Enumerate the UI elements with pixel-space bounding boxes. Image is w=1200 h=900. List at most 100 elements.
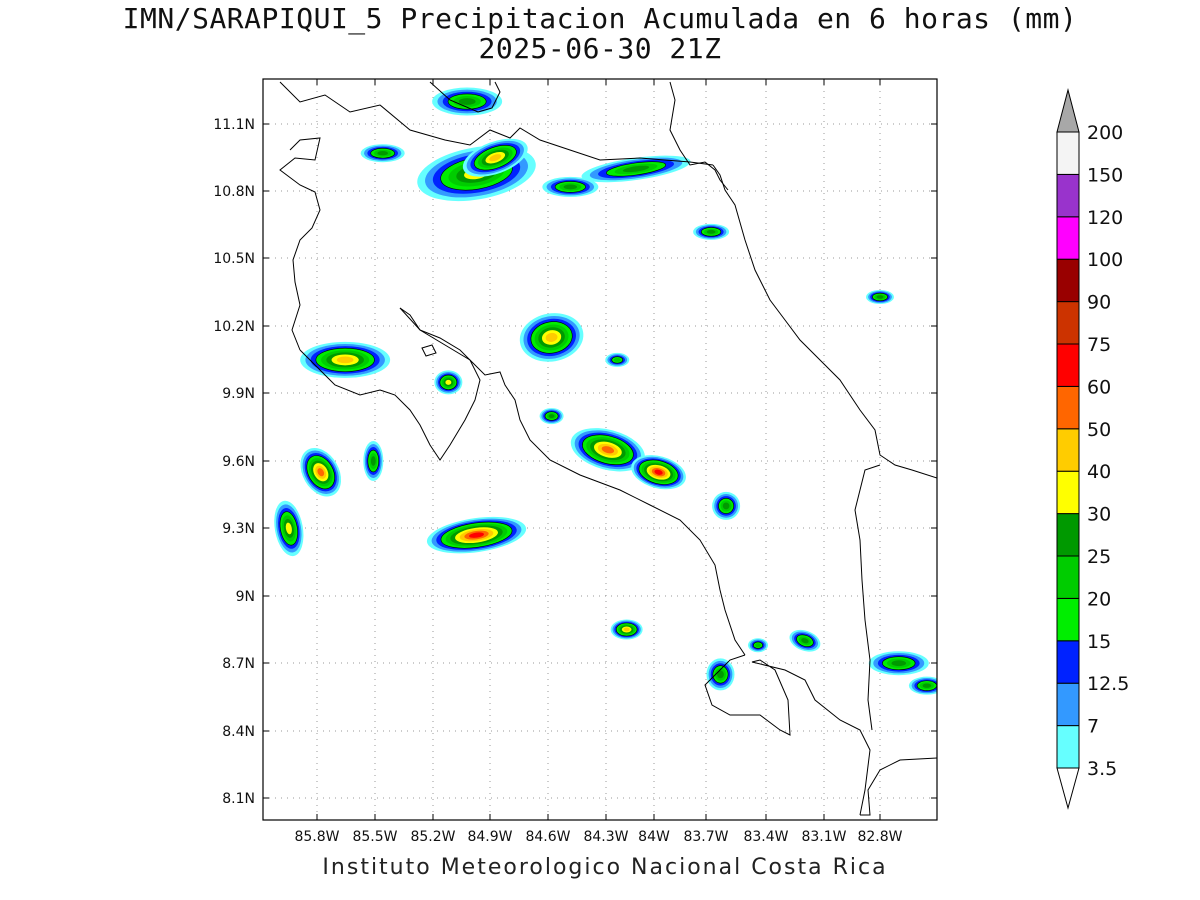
colorbar-level-label: 120	[1087, 207, 1123, 229]
lat-tick-label: 10.8N	[213, 184, 255, 200]
precip-cell	[868, 651, 929, 676]
lat-tick-label: 11.1N	[213, 117, 255, 133]
nicaragua-lake-shore	[279, 81, 714, 166]
plot-frame	[262, 78, 938, 821]
lon-tick-label: 84.3W	[583, 829, 628, 845]
colorbar-band	[1056, 258, 1080, 303]
lat-tick-label: 9.3N	[222, 521, 255, 537]
precip-contour	[755, 643, 761, 648]
colorbar-band	[1056, 682, 1080, 727]
lon-tick-label: 85.5W	[352, 829, 397, 845]
precip-cell	[462, 138, 528, 177]
precip-cell	[570, 428, 645, 472]
colorbar-level-label: 50	[1087, 419, 1111, 441]
precip-cell	[631, 455, 686, 490]
precip-contour	[445, 379, 452, 385]
colorbar-band	[1056, 173, 1080, 218]
lat-tick-label: 10.2N	[213, 319, 255, 335]
precip-contour	[285, 522, 292, 535]
precip-contour	[458, 98, 476, 105]
precipitation-field	[274, 87, 937, 695]
colorbar-level-label: 7	[1087, 716, 1099, 738]
precip-contour	[545, 332, 558, 342]
colorbar-level-label: 90	[1087, 292, 1111, 314]
precip-contour	[601, 446, 615, 454]
precip-contour	[876, 295, 884, 299]
precip-cell	[539, 408, 564, 425]
lon-tick-label: 83.4W	[743, 829, 788, 845]
nicoya-peninsula-coast	[299, 307, 481, 461]
lon-tick-label: 84.9W	[467, 829, 512, 845]
precip-cell	[519, 313, 584, 362]
panama-pacific-coast	[860, 757, 937, 816]
precip-cell	[748, 638, 769, 653]
lon-tick-label: 83.7W	[683, 829, 728, 845]
colorbar-level-label: 15	[1087, 631, 1111, 653]
lat-tick-label: 8.4N	[222, 724, 255, 740]
precip-cell	[360, 144, 405, 163]
precip-contour	[717, 670, 724, 679]
precip-contour	[706, 229, 716, 234]
precip-cell	[300, 341, 391, 378]
precip-contour	[377, 151, 389, 156]
nicaragua-pacific-coast	[279, 137, 321, 351]
precip-cell	[706, 658, 735, 691]
precip-cell	[712, 491, 741, 520]
lon-tick-label: 84W	[638, 829, 670, 845]
colorbar-band	[1056, 216, 1080, 260]
precip-cell	[434, 370, 463, 395]
gulf-of-nicoya-coast	[399, 307, 746, 656]
precip-contour	[622, 165, 650, 173]
lat-tick-label: 8.7N	[222, 656, 255, 672]
colorbar-level-label: 60	[1087, 376, 1111, 398]
lat-tick-label: 8.1N	[222, 791, 255, 807]
axis-ticks	[263, 79, 937, 820]
colorbar-level-label: 150	[1087, 164, 1123, 186]
colorbar-band	[1056, 301, 1080, 345]
precip-contour	[370, 456, 376, 466]
colorbar-level-label: 40	[1087, 461, 1111, 483]
lat-tick-label: 10.5N	[213, 251, 255, 267]
precip-contour	[489, 154, 502, 162]
precip-cell	[300, 447, 342, 497]
precip-cell	[789, 629, 821, 652]
precip-cell	[605, 352, 630, 367]
lon-tick-label: 83.1W	[801, 829, 846, 845]
coastline-borders	[279, 81, 937, 816]
longitude-labels: 85.8W 85.5W 85.2W 84.9W 84.6W 84.3W 84W 83.7W 83…	[294, 829, 902, 845]
colorbar-band	[1056, 597, 1080, 642]
latitude-labels: 11.1N 10.8N 10.5N 10.2N 9.9N 9.6N 9.3N 9N 8.7N 8.…	[213, 117, 255, 807]
colorbar-band	[1056, 513, 1080, 557]
colorbar-band	[1056, 555, 1080, 599]
precip-contour	[891, 660, 907, 667]
lon-tick-label: 82.8W	[857, 829, 902, 845]
colorbar-band	[1056, 131, 1080, 175]
precip-contour	[922, 683, 932, 688]
lat-tick-label: 9.6N	[222, 454, 255, 470]
osa-peninsula-coast	[704, 654, 871, 816]
precipitation-colorbar: 3.5 7 12.5 15 20 25 30 40 50 60 75 90 100 120 150 200	[1056, 88, 1129, 810]
map-subtitle-datetime: 2025-06-30 21Z	[478, 32, 722, 65]
precip-contour	[654, 469, 663, 475]
precip-cell	[581, 155, 691, 183]
lon-tick-label: 85.2W	[410, 829, 455, 845]
colorbar-band	[1056, 470, 1080, 515]
map-title: IMN/SARAPIQUI_5 Precipitacion Acumulada …	[122, 2, 1078, 35]
lon-tick-label: 85.8W	[294, 829, 339, 845]
precip-cell	[426, 516, 527, 554]
precip-cell	[274, 500, 304, 557]
colorbar-level-label: 3.5	[1087, 758, 1117, 780]
colorbar-band	[1056, 343, 1080, 387]
precip-contour	[317, 468, 325, 477]
nicaragua-costa-rica-border	[429, 81, 501, 113]
precip-contour	[613, 357, 621, 362]
precip-contour	[801, 638, 809, 644]
lon-tick-label: 84.6W	[525, 829, 570, 845]
costa-rica-panama-border	[854, 464, 881, 731]
colorbar-band	[1056, 428, 1080, 472]
precip-contour	[563, 184, 578, 190]
colorbar-level-label: 25	[1087, 546, 1111, 568]
colorbar-under-arrow	[1056, 767, 1080, 810]
institution-credit: Instituto Meteorologico Nacional Costa R…	[322, 855, 888, 880]
precip-cell	[542, 176, 599, 197]
